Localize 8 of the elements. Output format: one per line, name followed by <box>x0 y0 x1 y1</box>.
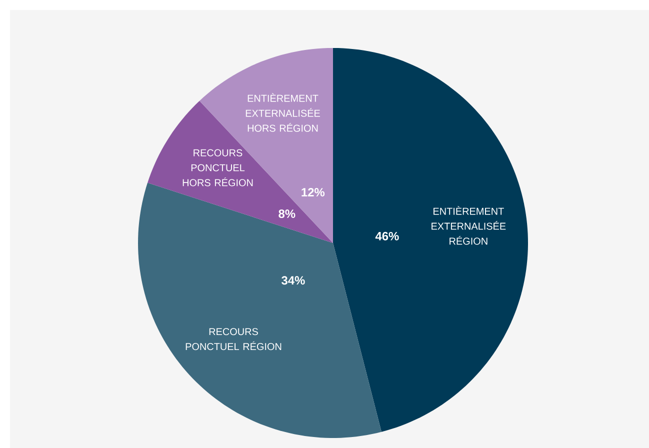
data-label: 34% <box>282 276 305 285</box>
slice-label: ENTIÈREMENT EXTERNALISÉE HORS RÉGION <box>246 93 320 132</box>
slice-label: RECOURS PONCTUEL HORS RÉGION <box>182 149 253 186</box>
data-label: 8% <box>278 210 296 218</box>
slice-label: RECOURS PONCTUEL RÉGION <box>186 328 282 350</box>
data-label: 46% <box>375 232 399 240</box>
slice-label: ENTIÈREMENT EXTERNALISÉE RÉGION <box>432 206 506 245</box>
data-label: 12% <box>302 188 325 196</box>
